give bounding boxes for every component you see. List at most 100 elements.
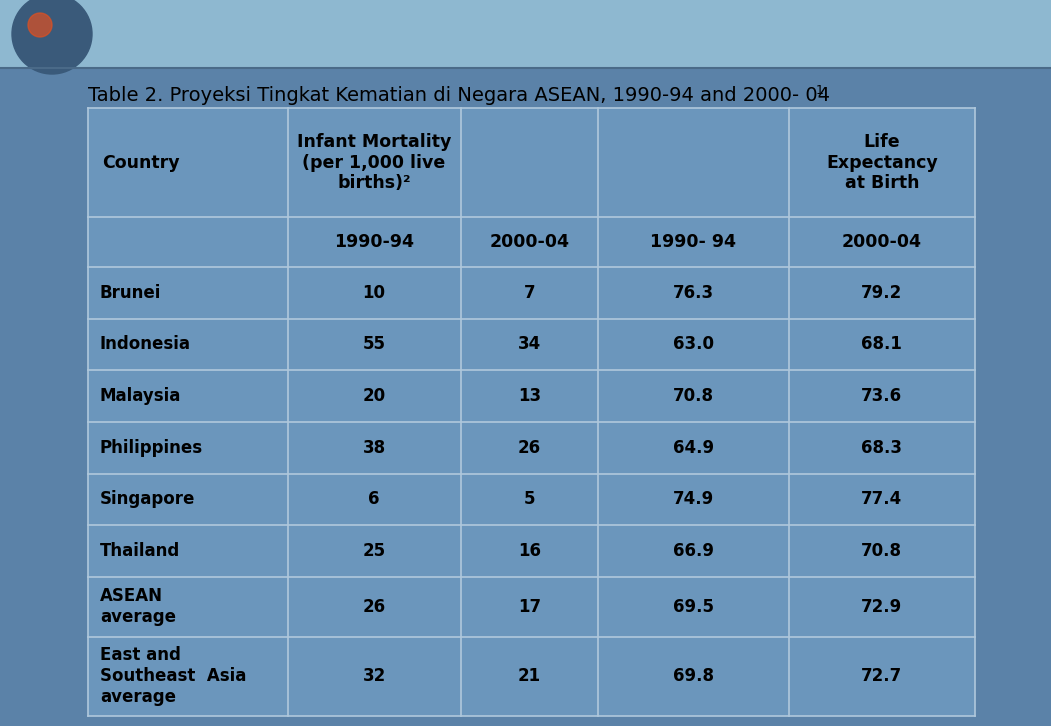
- Text: 13: 13: [518, 387, 541, 405]
- Bar: [460, 108, 598, 217]
- Text: 68.1: 68.1: [862, 335, 903, 354]
- Text: 72.9: 72.9: [861, 597, 903, 616]
- Bar: [460, 217, 598, 267]
- Text: 20: 20: [363, 387, 386, 405]
- Text: 69.5: 69.5: [673, 597, 714, 616]
- Text: 1990-94: 1990-94: [334, 233, 414, 251]
- Text: 64.9: 64.9: [673, 439, 714, 457]
- Text: Table 2. Proyeksi Tingkat Kematian di Negara ASEAN, 1990-94 and 2000- 04: Table 2. Proyeksi Tingkat Kematian di Ne…: [88, 86, 830, 105]
- Bar: [288, 319, 460, 370]
- Bar: [788, 422, 975, 473]
- Text: 76.3: 76.3: [673, 284, 714, 302]
- Bar: [788, 525, 975, 577]
- Text: 38: 38: [363, 439, 386, 457]
- Text: 16: 16: [518, 542, 541, 560]
- Text: 7: 7: [523, 284, 535, 302]
- Bar: [0, 0, 1051, 68]
- Bar: [788, 267, 975, 319]
- Bar: [288, 637, 460, 716]
- Bar: [598, 577, 788, 637]
- Text: 55: 55: [363, 335, 386, 354]
- Text: 6: 6: [368, 491, 379, 508]
- Bar: [598, 525, 788, 577]
- Bar: [460, 637, 598, 716]
- Text: 34: 34: [518, 335, 541, 354]
- Bar: [460, 473, 598, 525]
- Bar: [460, 319, 598, 370]
- Bar: [88, 422, 288, 473]
- Text: 79.2: 79.2: [861, 284, 903, 302]
- Bar: [460, 267, 598, 319]
- Bar: [88, 637, 288, 716]
- Bar: [288, 370, 460, 422]
- Bar: [788, 108, 975, 217]
- Bar: [788, 370, 975, 422]
- Bar: [460, 370, 598, 422]
- Text: Brunei: Brunei: [100, 284, 162, 302]
- Text: 10: 10: [363, 284, 386, 302]
- Bar: [788, 319, 975, 370]
- Text: 68.3: 68.3: [862, 439, 903, 457]
- Text: 26: 26: [363, 597, 386, 616]
- Text: 63.0: 63.0: [673, 335, 714, 354]
- Text: Philippines: Philippines: [100, 439, 203, 457]
- Bar: [788, 577, 975, 637]
- Bar: [288, 267, 460, 319]
- Bar: [598, 319, 788, 370]
- Text: 1990- 94: 1990- 94: [651, 233, 737, 251]
- Text: 32: 32: [363, 667, 386, 685]
- Bar: [788, 637, 975, 716]
- Text: Country: Country: [102, 154, 180, 171]
- Bar: [88, 108, 288, 217]
- Bar: [460, 525, 598, 577]
- Text: East and
Southeast  Asia
average: East and Southeast Asia average: [100, 646, 246, 706]
- Text: 2000-04: 2000-04: [842, 233, 922, 251]
- Bar: [88, 473, 288, 525]
- Bar: [598, 637, 788, 716]
- Bar: [598, 267, 788, 319]
- Text: 25: 25: [363, 542, 386, 560]
- Bar: [88, 370, 288, 422]
- Text: 70.8: 70.8: [862, 542, 903, 560]
- Bar: [598, 217, 788, 267]
- Circle shape: [28, 13, 51, 37]
- Text: 74.9: 74.9: [673, 491, 714, 508]
- Bar: [788, 473, 975, 525]
- Bar: [288, 108, 460, 217]
- Circle shape: [12, 0, 92, 74]
- Text: 70.8: 70.8: [673, 387, 714, 405]
- Text: Malaysia: Malaysia: [100, 387, 182, 405]
- Text: Thailand: Thailand: [100, 542, 180, 560]
- Bar: [598, 370, 788, 422]
- Bar: [288, 577, 460, 637]
- Text: 69.8: 69.8: [673, 667, 714, 685]
- Text: Indonesia: Indonesia: [100, 335, 191, 354]
- Bar: [460, 577, 598, 637]
- Bar: [460, 422, 598, 473]
- Bar: [288, 422, 460, 473]
- Text: 17: 17: [518, 597, 541, 616]
- Text: 66.9: 66.9: [673, 542, 714, 560]
- Text: Life
Expectancy
at Birth: Life Expectancy at Birth: [826, 133, 937, 192]
- Text: 1: 1: [816, 84, 824, 97]
- Text: 2000-04: 2000-04: [490, 233, 570, 251]
- Bar: [88, 319, 288, 370]
- Bar: [88, 577, 288, 637]
- Bar: [598, 473, 788, 525]
- Bar: [288, 217, 460, 267]
- Text: 72.7: 72.7: [861, 667, 903, 685]
- Text: 21: 21: [518, 667, 541, 685]
- Text: 26: 26: [518, 439, 541, 457]
- Text: 77.4: 77.4: [861, 491, 903, 508]
- Text: ASEAN
average: ASEAN average: [100, 587, 176, 626]
- Bar: [288, 525, 460, 577]
- Bar: [598, 108, 788, 217]
- Bar: [88, 267, 288, 319]
- Text: 73.6: 73.6: [862, 387, 903, 405]
- Bar: [788, 217, 975, 267]
- Bar: [288, 473, 460, 525]
- Text: Infant Mortality
(per 1,000 live
births)²: Infant Mortality (per 1,000 live births)…: [296, 133, 451, 192]
- Text: Singapore: Singapore: [100, 491, 195, 508]
- Text: 5: 5: [523, 491, 535, 508]
- Bar: [88, 525, 288, 577]
